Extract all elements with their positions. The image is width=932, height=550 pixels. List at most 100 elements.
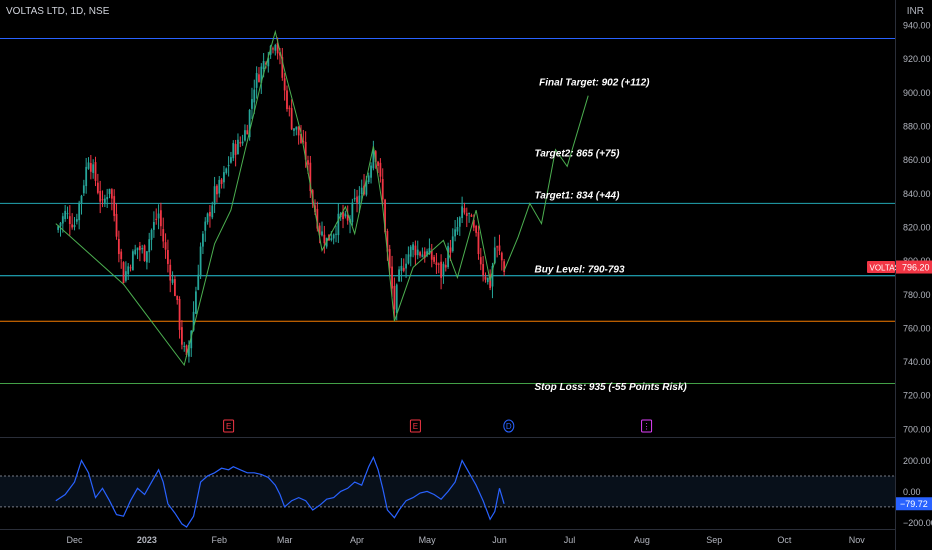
last-price-symbol-tag [867,261,895,274]
candle-body [206,213,209,223]
candle-body [356,196,358,203]
candle-body [246,130,249,135]
event-marker-label: D [506,422,512,431]
time-tick-label: 2023 [137,535,157,545]
candle-body [388,249,391,269]
candle-body [409,246,412,257]
candle-body [498,245,501,251]
candle-body [344,213,347,217]
candle-body [124,271,127,281]
candle-body [276,42,279,54]
candle-body [447,246,449,268]
candle-body [465,213,468,216]
candle-body [143,245,146,262]
oscillator-tick-label: 200.00 [903,456,931,466]
candle-body [96,182,99,193]
candle-body [402,267,405,271]
candle-body [407,254,410,264]
candle-body [122,262,125,284]
candle-body [129,267,132,269]
chart-annotation: Target2: 865 (+75) [534,148,620,159]
currency-label: INR [906,6,924,17]
candle-body [94,162,97,181]
candle-body [416,249,419,256]
candle-body [223,172,225,183]
symbol-header[interactable]: VOLTAS LTD, 1D, NSE [6,6,110,17]
event-marker [641,419,653,433]
candle-body [216,185,218,195]
candle-body [127,266,130,275]
candle-body [374,151,377,162]
event-marker [503,419,515,433]
price-tick-label: 720.00 [903,391,931,401]
candle-body [435,262,438,265]
time-tick-label: Jun [492,535,507,545]
candle-body [209,211,211,217]
candle-body [321,231,323,236]
event-marker [409,419,421,433]
candle-body [244,130,246,141]
candles [57,37,506,363]
candle-body [192,311,195,331]
candle-body [367,175,370,183]
candle-body [365,180,368,195]
time-tick-label: Jul [564,535,576,545]
candle-body [288,107,291,109]
candle-body [57,226,60,230]
candle-body [190,330,193,349]
candle-body [489,274,492,289]
candle-body [255,73,258,88]
price-tick-label: 920.00 [903,54,931,64]
candle-body [117,238,120,255]
candle-body [463,208,466,213]
candle-body [307,160,309,165]
candle-body [211,205,214,218]
price-tick-label: 740.00 [903,357,931,367]
candle-body [486,277,489,283]
time-tick-label: Mar [277,535,293,545]
candle-body [218,179,221,194]
candle-body [185,345,188,355]
candle-body [230,157,232,163]
candle-body [472,219,475,228]
candle-body [120,251,123,260]
candle-body [157,213,160,219]
candle-body [262,61,265,70]
candle-body [293,128,295,131]
candle-body [197,274,200,290]
candle-body [304,141,307,160]
last-price-value: 796.20 [902,263,930,273]
candle-body [167,250,169,264]
candle-body [377,161,379,166]
candle-body [496,246,499,248]
candle-body [239,142,242,144]
price-tick-label: 860.00 [903,155,931,165]
candle-body [66,213,69,215]
candle-body [78,202,81,221]
candle-body [82,185,85,194]
candle-body [106,196,109,200]
price-tick-label: 880.00 [903,122,931,132]
candle-body [332,234,335,239]
event-marker-label: E [413,422,418,431]
candle-body [491,266,494,287]
candle-body [220,179,223,184]
candle-body [290,108,293,130]
candle-body [237,139,239,155]
candle-body [484,276,487,280]
pattern-zigzag [55,29,496,367]
oscillator-last-tag [896,497,932,511]
candle-body [71,224,74,228]
candle-body [169,264,172,281]
time-tick-label: Aug [634,535,650,545]
candle-body [475,225,478,233]
candle-body [87,162,90,169]
candle-body [164,242,167,250]
candle-body [272,48,274,50]
candle-body [297,126,300,136]
price-tick-label: 900.00 [903,88,931,98]
event-marker-label: ⋮ [643,422,651,431]
candle-body [323,234,326,244]
candle-body [99,191,102,202]
candle-body [110,189,113,199]
